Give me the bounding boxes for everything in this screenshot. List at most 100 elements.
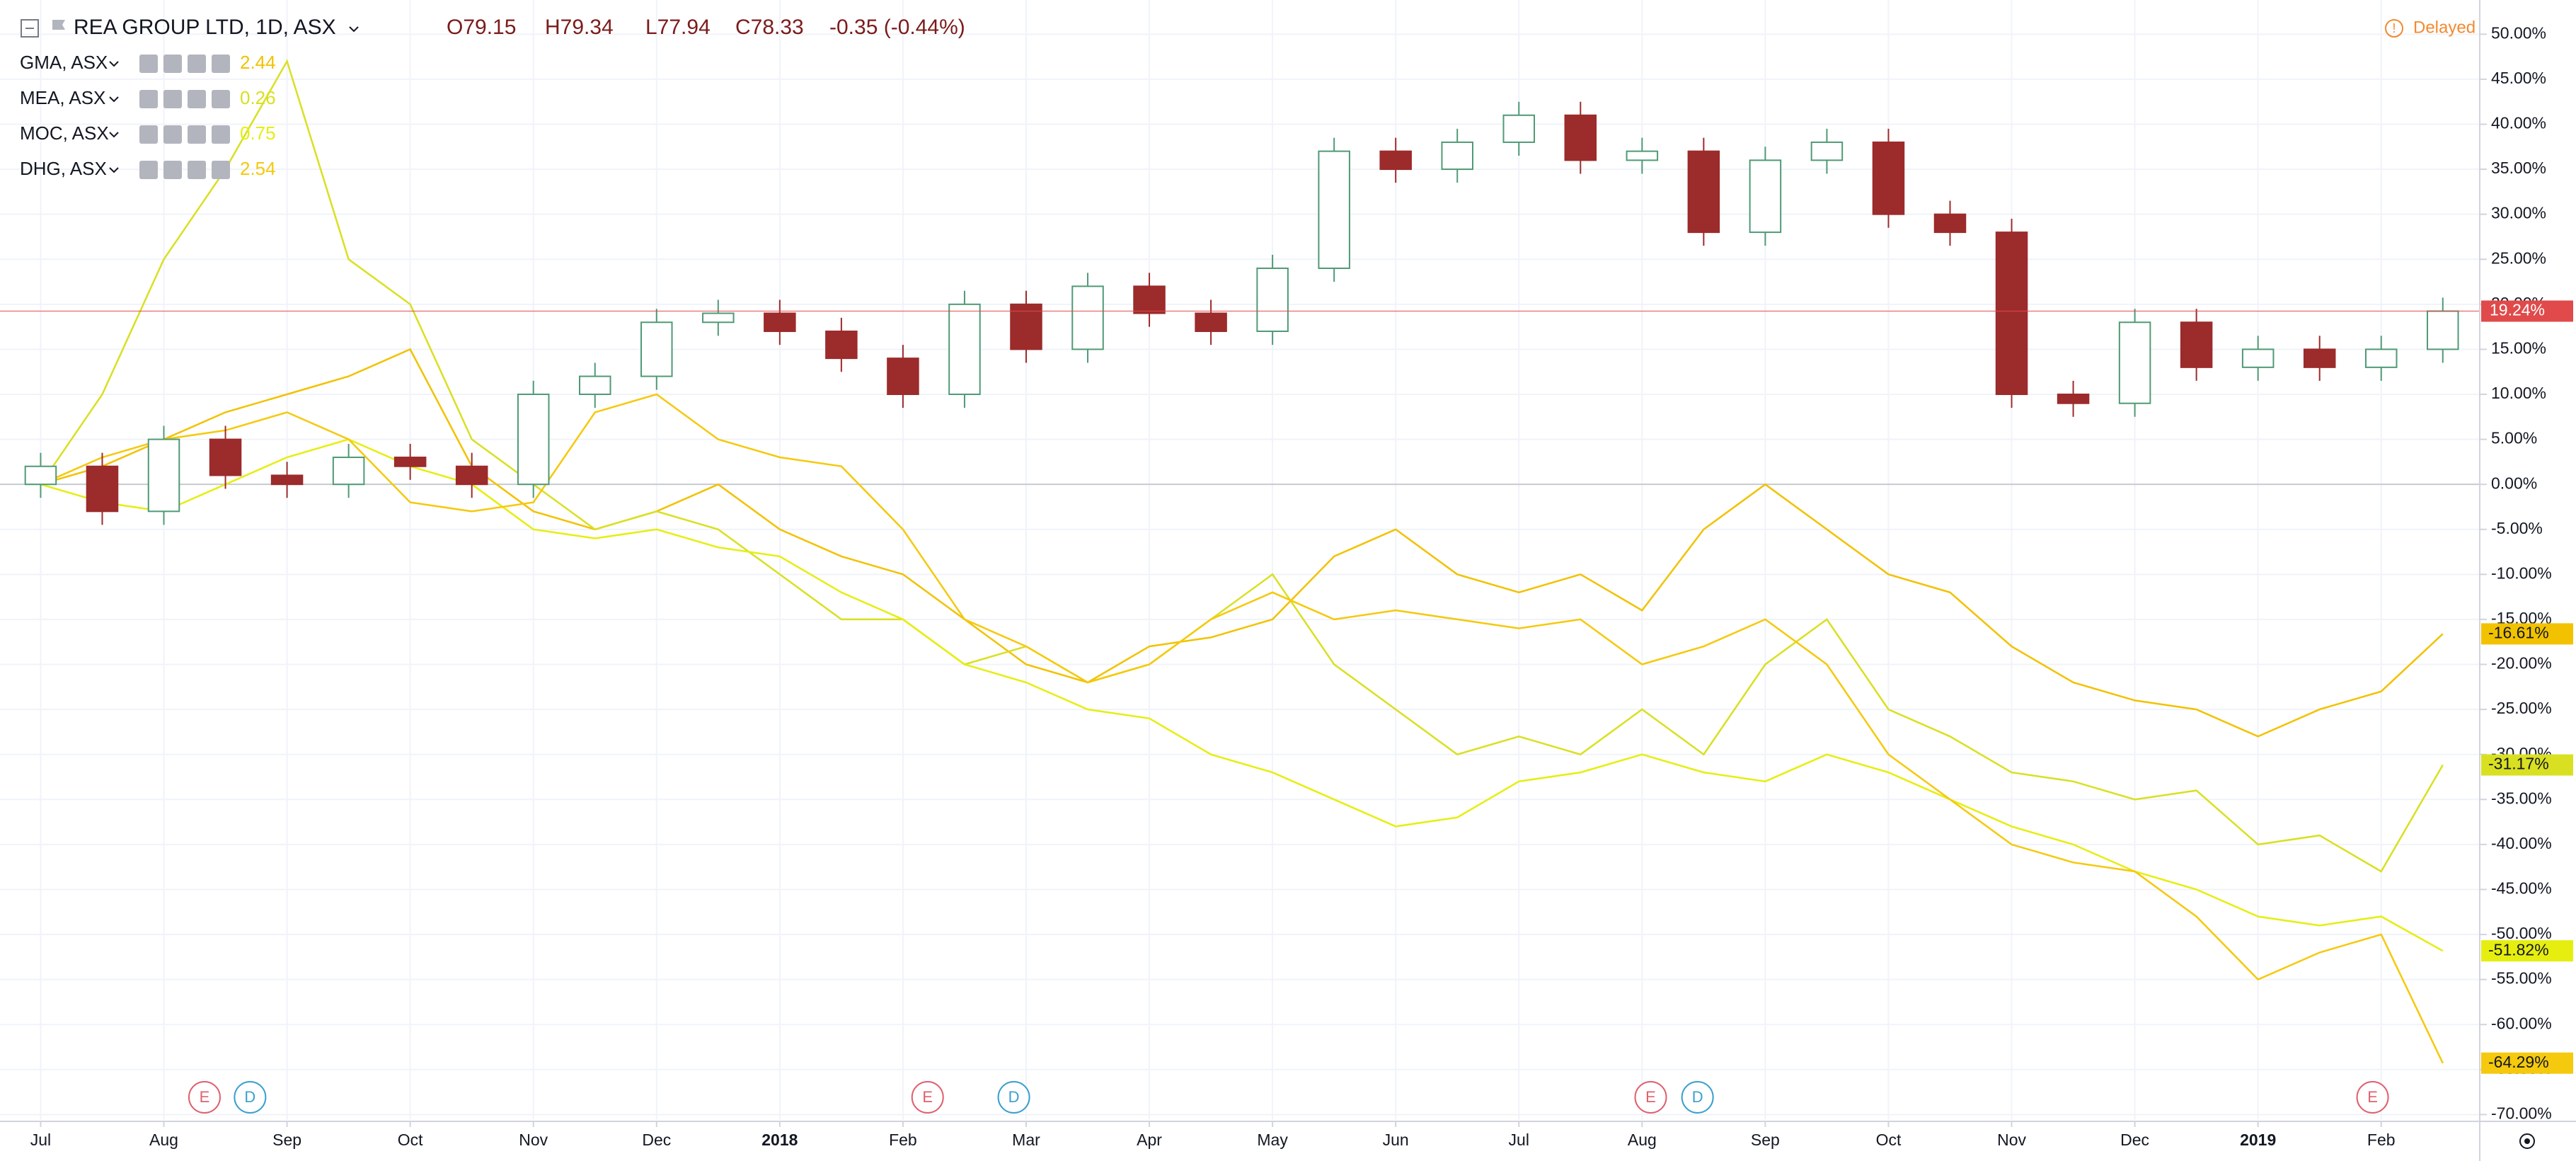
legend-button[interactable] [163,90,182,108]
event-marker[interactable] [911,1081,944,1114]
event-label: E [200,1088,210,1106]
x-tick-label: Nov [519,1131,548,1149]
candle-body [2241,348,2275,368]
candle-body [640,321,673,377]
y-tick-label: -40.00% [2491,834,2552,852]
event-marker[interactable] [997,1081,1030,1114]
candle-body [1379,150,1412,171]
caret[interactable] [349,26,359,33]
last-price-tag [2481,300,2573,322]
event-label: D [1692,1088,1703,1106]
y-tick-label: 35.00% [2491,159,2546,177]
ohlc-open: O79.15 [447,16,516,39]
legend-caret [109,61,119,67]
settings[interactable] [2519,1133,2535,1149]
header: REA GROUP LTD, 1D, ASX O79.15 H79.34 L77… [21,16,2476,39]
legend-button[interactable] [188,125,206,144]
candle-body [393,457,427,467]
y-tick-label: -10.00% [2491,564,2552,582]
legend-button[interactable] [163,125,182,144]
ohlc-close: C78.33 [735,16,804,39]
legend-name: GMA, ASX [20,52,108,73]
series-value-tag [2481,1052,2573,1074]
event-marker[interactable] [2356,1081,2389,1114]
legend-button[interactable] [139,55,158,73]
event-marker[interactable] [234,1081,267,1114]
series-value-label: -64.29% [2488,1053,2549,1071]
change: -0.35 (-0.44%) [829,16,965,39]
legend-button[interactable] [139,161,158,179]
event-marker[interactable] [1681,1081,1714,1114]
candle-body [1872,141,1905,215]
candle-body [1318,150,1350,269]
x-tick-label: Apr [1137,1131,1162,1149]
legend-button[interactable] [188,161,206,179]
legend-button[interactable] [212,161,230,179]
legend: GMA, ASX 2.44 MEA, ASX 0.26 MOC, ASX 0.75 DHG,… [20,52,276,179]
candle-body [2303,348,2336,368]
legend-button[interactable] [163,161,182,179]
ohlc-high: H79.34 [545,16,614,39]
legend-button[interactable] [139,90,158,108]
collapse-button[interactable] [21,19,39,38]
legend-button[interactable] [212,90,230,108]
legend-name: MEA, ASX [20,87,105,108]
x-tick-label: May [1257,1131,1288,1149]
y-tick-label: 15.00% [2491,338,2546,357]
last-price-label: 19.24% [2490,301,2545,319]
x-tick-label: Feb [2367,1131,2396,1149]
candle-body [1749,159,1782,234]
candle-body [1564,114,1597,161]
settings-icon[interactable] [2519,1133,2535,1149]
legend-caret [109,167,119,173]
candle-body [2364,348,2398,368]
series-value-label: -31.17% [2488,755,2549,773]
x-tick-label: Aug [1628,1131,1657,1149]
legend-button[interactable] [163,55,182,73]
y-tick-label: 30.00% [2491,204,2546,222]
x-tick-label: Sep [272,1131,301,1149]
x-tick-label: Aug [149,1131,178,1149]
candle-body [455,465,488,486]
event-label: E [922,1088,933,1106]
flag-icon[interactable] [52,20,65,37]
y-tick-label: -55.00% [2491,969,2552,988]
x-tick-label: 2018 [761,1131,798,1149]
event-label: E [1645,1088,1656,1106]
legend-button[interactable] [212,55,230,73]
event-marker[interactable] [188,1081,221,1114]
candle-body [2118,321,2151,404]
x-tick-label: Sep [1751,1131,1780,1149]
compare-line [40,393,2444,1064]
axes: 50.00%45.00%40.00%35.00%30.00%25.00%20.0… [30,23,2573,1149]
y-tick-label: 10.00% [2491,384,2546,402]
candle-body [1195,312,1227,332]
candle-body [332,457,365,486]
x-tick-label: Mar [1012,1131,1040,1149]
series-value-tag [2481,940,2573,962]
event-marker[interactable] [1634,1081,1667,1114]
y-tick-label: -60.00% [2491,1014,2552,1032]
compare-line [40,438,2444,952]
legend-button[interactable] [188,90,206,108]
y-tick-label: 25.00% [2491,248,2546,267]
event-label: E [2367,1088,2378,1106]
series-value-tag [2481,623,2573,645]
legend-caret [109,132,119,138]
y-tick-label: 5.00% [2491,429,2537,447]
candle-body [147,438,180,513]
legend-button[interactable] [188,55,206,73]
series-value-label: -16.61% [2488,623,2549,641]
delayed-icon[interactable] [2385,19,2403,38]
x-tick-label: Oct [398,1131,423,1149]
legend-button[interactable] [212,125,230,144]
legend-value: 0.75 [240,122,276,144]
candle-body [2180,321,2213,368]
legend-button[interactable] [139,125,158,144]
compare-line [40,59,2444,873]
series-value-tag [2481,754,2573,776]
candle-body [1995,231,2028,396]
symbol-title[interactable]: REA GROUP LTD, 1D, ASX [74,16,336,39]
